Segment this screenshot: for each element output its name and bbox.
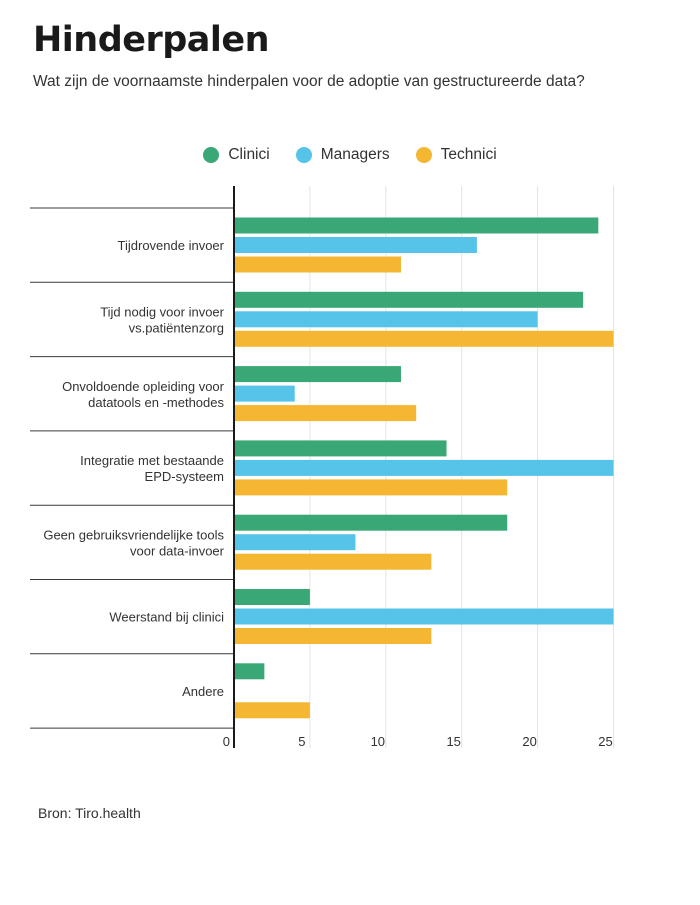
- x-tick-label-10: 10: [371, 734, 385, 749]
- legend-label-technici: Technici: [440, 146, 497, 163]
- legend-dot-clinici: [203, 147, 220, 163]
- bar-technici-5: [234, 553, 432, 570]
- x-tick-label-5: 5: [298, 734, 305, 749]
- bar-clinici-2: [234, 291, 584, 308]
- category-label-7-line-1: Andere: [182, 684, 224, 699]
- category-label-1-line-1: Tijdrovende invoer: [118, 238, 225, 253]
- category-label-6-line-1: Weerstand bij clinici: [109, 610, 224, 625]
- bar-managers-6: [234, 608, 614, 625]
- bar-technici-1: [234, 256, 401, 273]
- legend-dot-technici: [415, 147, 432, 163]
- legend-item-managers[interactable]: Managers: [295, 146, 390, 164]
- legend-item-clinici[interactable]: Clinici: [203, 146, 270, 164]
- bar-managers-2: [234, 311, 538, 328]
- bar-managers-5: [234, 534, 356, 551]
- bar-managers-3: [234, 385, 295, 402]
- x-tick-label-15: 15: [446, 734, 460, 749]
- legend-label-managers: Managers: [320, 146, 390, 163]
- chart-title: Hinderpalen: [33, 20, 270, 60]
- legend-label-clinici: Clinici: [228, 146, 270, 163]
- category-label-5-line-2: voor data-invoer: [130, 543, 225, 558]
- x-tick-label-25: 25: [598, 734, 612, 749]
- category-label-2-line-1: Tijd nodig voor invoer: [100, 304, 224, 319]
- legend: Clinici Managers Technici: [0, 146, 700, 164]
- bar-technici-6: [234, 628, 432, 644]
- bar-managers-1: [234, 237, 477, 253]
- bar-clinici-7: [234, 663, 265, 680]
- bar-managers-4: [234, 459, 614, 476]
- chart-subtitle: Wat zijn de voornaamste hinderpalen voor…: [33, 73, 585, 90]
- x-tick-label-0: 0: [223, 734, 230, 749]
- category-label-4-line-1: Integratie met bestaande: [80, 453, 224, 468]
- bar-technici-4: [234, 479, 508, 496]
- bar-technici-7: [234, 702, 310, 719]
- x-tick-label-20: 20: [522, 734, 536, 749]
- bar-technici-2: [234, 330, 614, 347]
- category-label-5-line-1: Geen gebruiksvriendelijke tools: [43, 527, 224, 542]
- bar-clinici-6: [234, 589, 310, 605]
- category-label-2-line-2: vs.patiëntenzorg: [129, 320, 224, 335]
- bar-clinici-1: [234, 217, 599, 234]
- bar-technici-3: [234, 405, 417, 422]
- bar-clinici-5: [234, 514, 508, 531]
- source-note: Bron: Tiro.health: [38, 805, 141, 821]
- category-label-3-line-1: Onvoldoende opleiding voor: [62, 379, 225, 394]
- bar-clinici-4: [234, 440, 447, 457]
- category-label-4-line-2: EPD-systeem: [145, 469, 224, 484]
- bar-clinici-3: [234, 366, 401, 383]
- category-label-3-line-2: datatools en -methodes: [88, 395, 224, 410]
- legend-item-technici[interactable]: Technici: [415, 146, 497, 164]
- legend-dot-managers: [295, 147, 312, 163]
